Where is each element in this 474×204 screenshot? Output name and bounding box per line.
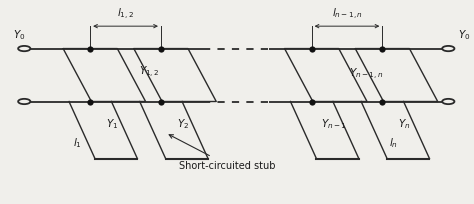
- Text: $Y_1$: $Y_1$: [106, 117, 118, 130]
- Text: $l_{n-1,n}$: $l_{n-1,n}$: [332, 7, 363, 22]
- Text: $Y_n$: $Y_n$: [398, 117, 410, 130]
- Text: $l_{1,2}$: $l_{1,2}$: [117, 7, 134, 22]
- Text: $Y_0$: $Y_0$: [458, 28, 470, 42]
- Text: $Y_{n-1,n}$: $Y_{n-1,n}$: [349, 66, 383, 81]
- Text: $Y_{n-1}$: $Y_{n-1}$: [321, 117, 346, 130]
- Circle shape: [442, 47, 455, 52]
- Circle shape: [442, 99, 455, 105]
- Text: Short-circuited stub: Short-circuited stub: [169, 135, 275, 170]
- Text: $Y_2$: $Y_2$: [177, 117, 189, 130]
- Text: $Y_{1,2}$: $Y_{1,2}$: [139, 64, 159, 79]
- Circle shape: [18, 47, 30, 52]
- Circle shape: [18, 99, 30, 105]
- Text: $Y_0$: $Y_0$: [13, 28, 26, 42]
- Text: $l_1$: $l_1$: [73, 136, 82, 150]
- Text: $l_n$: $l_n$: [389, 136, 398, 150]
